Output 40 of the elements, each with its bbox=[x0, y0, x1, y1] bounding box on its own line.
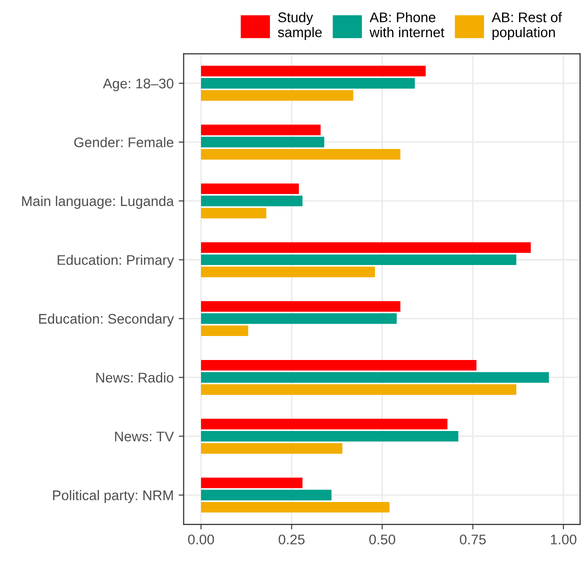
y-tick-label: Education: Primary bbox=[58, 254, 174, 268]
bar bbox=[201, 490, 332, 500]
bar bbox=[201, 301, 400, 312]
bar bbox=[201, 78, 415, 89]
bar bbox=[201, 266, 375, 278]
legend-label: Study sample bbox=[278, 12, 322, 40]
x-tick-label: 0.00 bbox=[188, 534, 214, 544]
bar bbox=[201, 136, 324, 148]
x-tick-label: 0.50 bbox=[369, 534, 396, 544]
bar bbox=[201, 502, 390, 513]
bar bbox=[201, 254, 516, 266]
bar bbox=[201, 384, 516, 395]
y-tick-label: Age: 18–30 bbox=[102, 78, 174, 92]
bar bbox=[201, 90, 354, 101]
bar bbox=[201, 196, 303, 206]
y-tick-label: Education: Secondary bbox=[39, 314, 174, 326]
y-tick-label: Political party: NRM bbox=[53, 490, 173, 503]
y-tick-label: Gender: Female bbox=[74, 137, 174, 148]
legend-label: AB: Phone with internet bbox=[370, 12, 444, 38]
bar bbox=[201, 313, 397, 324]
y-tick-label: News: Radio bbox=[96, 372, 174, 383]
bar bbox=[201, 478, 303, 488]
bar bbox=[201, 418, 448, 430]
bar bbox=[201, 242, 531, 253]
bar bbox=[201, 360, 476, 371]
bar bbox=[201, 124, 321, 136]
y-tick-label: News: TV bbox=[115, 432, 174, 442]
y-tick-label: Main language: Luganda bbox=[22, 196, 174, 209]
bar bbox=[201, 66, 426, 76]
x-tick-label: 0.25 bbox=[278, 534, 305, 544]
legend-label: AB: Rest of population bbox=[492, 12, 562, 40]
bar bbox=[201, 183, 299, 194]
bar bbox=[201, 325, 248, 336]
bar bbox=[201, 430, 458, 442]
bar bbox=[201, 443, 342, 454]
bar bbox=[201, 148, 400, 160]
x-tick-label: 1.00 bbox=[550, 534, 576, 544]
x-tick-label: 0.75 bbox=[460, 534, 486, 544]
bar bbox=[201, 208, 266, 218]
bar bbox=[201, 372, 549, 383]
